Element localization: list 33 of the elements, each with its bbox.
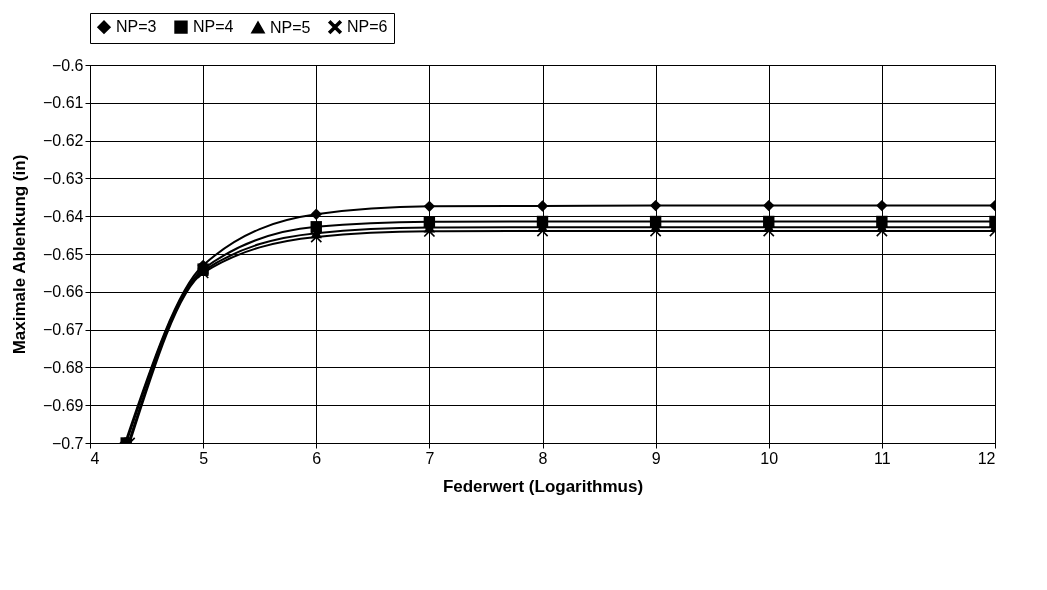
legend-label: NP=6 [347,18,388,36]
x-tick-label: 5 [199,449,209,467]
y-tick-label: −0.62 [43,132,84,150]
point [423,200,436,213]
x-tick-label: 12 [977,449,996,467]
y-tick-label: −0.63 [43,169,84,187]
y-tick-label: −0.6 [51,56,84,74]
x-tick-label: 11 [874,449,891,467]
point [423,225,436,238]
point [876,199,888,212]
x-tick-label: 6 [312,449,322,467]
x-tick-label: 7 [425,449,435,467]
legend-label: NP=5 [270,18,311,36]
y-tick-label: −0.67 [43,321,84,339]
y-tick-label: −0.7 [51,434,84,452]
y-tick-label: −0.61 [43,94,84,112]
x-tick-label: 9 [651,449,661,467]
y-axis-title: Maximale Ablenkung (in) [10,154,30,355]
legend-label: NP=3 [116,18,157,36]
x-tick-label: 10 [760,449,779,467]
x-tick-label: 8 [538,449,548,467]
point [763,199,775,212]
y-tick-label: −0.68 [43,358,84,376]
x-tick-label: 4 [90,449,100,467]
legend-label: NP=4 [193,18,234,36]
y-tick-label: −0.64 [43,207,84,225]
y-tick-label: −0.65 [43,245,84,263]
y-tick-label: −0.66 [43,283,84,301]
y-tick-label: −0.69 [43,396,84,414]
point [649,199,662,212]
point [310,208,322,221]
point [876,225,888,237]
x-axis-title: Federwert (Logarithmus) [442,476,644,496]
